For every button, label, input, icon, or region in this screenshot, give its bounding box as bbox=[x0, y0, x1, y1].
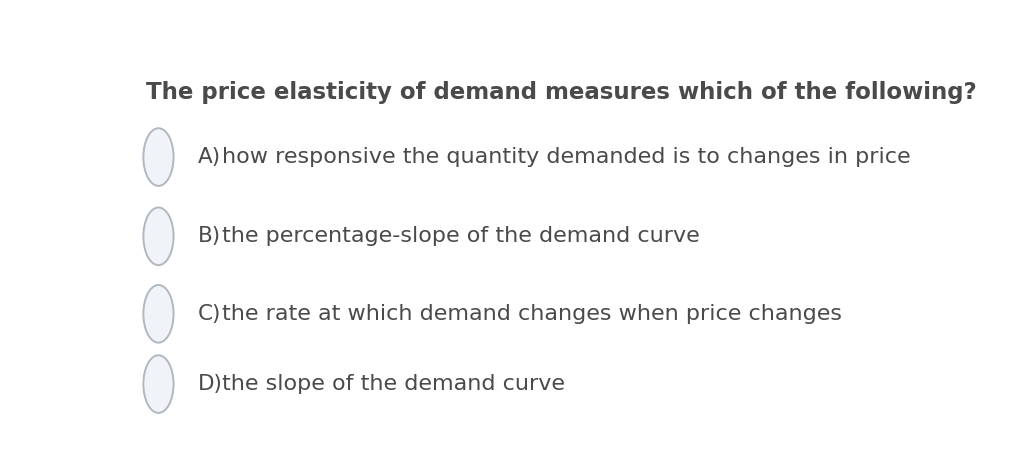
Text: the rate at which demand changes when price changes: the rate at which demand changes when pr… bbox=[222, 304, 842, 324]
Text: A): A) bbox=[198, 147, 222, 167]
Text: B): B) bbox=[198, 227, 222, 246]
Text: how responsive the quantity demanded is to changes in price: how responsive the quantity demanded is … bbox=[222, 147, 911, 167]
Ellipse shape bbox=[144, 285, 173, 343]
Text: the slope of the demand curve: the slope of the demand curve bbox=[222, 374, 565, 394]
Text: C): C) bbox=[198, 304, 222, 324]
Ellipse shape bbox=[144, 207, 173, 265]
Ellipse shape bbox=[144, 128, 173, 186]
Text: The price elasticity of demand measures which of the following?: The price elasticity of demand measures … bbox=[146, 81, 977, 104]
Text: the percentage-slope of the demand curve: the percentage-slope of the demand curve bbox=[222, 227, 700, 246]
Ellipse shape bbox=[144, 355, 173, 413]
Text: D): D) bbox=[198, 374, 223, 394]
